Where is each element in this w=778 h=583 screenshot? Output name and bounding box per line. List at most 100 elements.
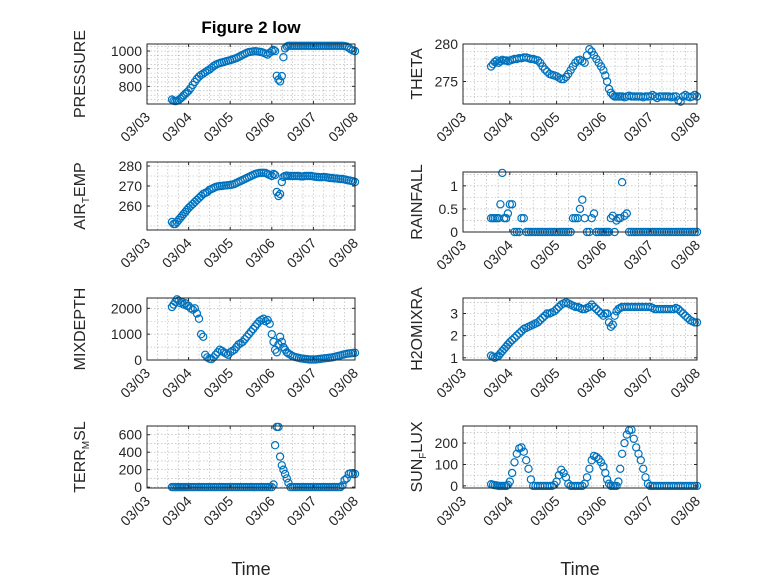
data-point [512, 331, 522, 340]
x-tick-label: 03/05 [527, 365, 563, 401]
data-point [270, 170, 280, 180]
data-point [215, 345, 224, 354]
y-tick-label: 600 [119, 427, 143, 443]
data-point [639, 464, 648, 473]
axes-frame [462, 297, 698, 361]
x-tick-label: 03/08 [667, 493, 703, 529]
y-tick-label: 1 [450, 350, 458, 366]
data-point [269, 337, 278, 347]
data-point [507, 200, 517, 209]
data-point [277, 337, 286, 347]
data-point [510, 458, 519, 467]
x-tick-label: 03/08 [667, 109, 703, 145]
data-point [571, 213, 580, 223]
y-tick-label: 275 [435, 74, 459, 90]
data-point [602, 77, 612, 86]
data-point [242, 332, 251, 341]
data-point [259, 314, 268, 323]
x-tick-label: 03/08 [667, 365, 703, 401]
data-point [507, 468, 517, 478]
data-point [559, 74, 568, 84]
data-point [587, 213, 596, 223]
x-tick-label: 03/07 [620, 237, 656, 273]
data-point [519, 213, 529, 223]
data-point [192, 195, 202, 205]
x-tick-label: 03/03 [433, 109, 469, 145]
y-tick-label: 100 [435, 456, 459, 472]
x-tick-label: 03/06 [242, 493, 278, 529]
data-point [676, 307, 685, 316]
data-point [274, 422, 283, 432]
y-tick-label: 3 [450, 306, 458, 322]
x-tick-label: 03/06 [242, 365, 278, 401]
data-point [269, 45, 278, 55]
data-point [592, 452, 601, 462]
x-tick-label: 03/03 [433, 237, 469, 273]
y-axis-label: AIRTEMP [72, 162, 92, 229]
data-point [280, 469, 290, 479]
data-point [209, 353, 218, 362]
axes-frame [462, 43, 698, 105]
data-point [342, 474, 351, 483]
data-point [275, 332, 285, 341]
data-point [533, 56, 543, 65]
y-tick-label: 1000 [111, 326, 142, 342]
data-point [540, 65, 550, 74]
axes-frame [146, 425, 356, 489]
y-axis-label: SUNFLUX [409, 421, 429, 492]
x-tick-label: 03/04 [159, 365, 195, 401]
data-point [522, 456, 531, 465]
data-series [486, 168, 702, 237]
x-tick-label: 03/04 [480, 237, 516, 273]
data-point [568, 213, 578, 223]
data-point [580, 213, 589, 223]
data-point [616, 213, 625, 223]
data-point [267, 330, 276, 339]
data-point [234, 340, 243, 349]
x-tick-label: 03/03 [117, 235, 153, 271]
data-point [552, 304, 561, 314]
x-tick-label: 03/07 [283, 109, 319, 145]
data-point [279, 465, 288, 474]
y-tick-label: 270 [119, 178, 143, 194]
data-point [550, 307, 559, 316]
x-tick-label: 03/07 [620, 365, 656, 401]
data-point [200, 67, 210, 77]
axes-frame [462, 425, 698, 489]
x-tick-label: 03/06 [242, 235, 278, 271]
data-point [184, 86, 193, 96]
data-point [196, 330, 206, 339]
x-tick-label: 03/04 [480, 109, 516, 145]
data-point [274, 191, 283, 201]
data-point [589, 209, 599, 218]
data-point [248, 324, 258, 334]
data-point [194, 314, 204, 323]
x-tick-label: 03/07 [283, 493, 319, 529]
y-tick-label: 200 [435, 435, 459, 451]
x-tick-label: 03/03 [433, 493, 469, 529]
y-tick-label: 0 [450, 478, 458, 494]
data-series [486, 298, 702, 362]
y-axis-label: RAINFALL [409, 164, 426, 240]
data-point [629, 434, 639, 443]
y-tick-label: 0 [134, 479, 142, 495]
x-tick-label: 03/08 [667, 237, 703, 273]
data-point [517, 213, 526, 223]
data-point [340, 475, 349, 485]
x-axis-label: Time [231, 559, 270, 579]
data-point [284, 478, 293, 487]
data-point [636, 456, 646, 465]
subplot-h2omixra: 1 2 3 03/03 03/04 03/05 03/06 03/07 03/08 H2OMIXR… [409, 287, 703, 401]
y-axis-label: PRESSURE [72, 30, 89, 118]
data-point [277, 71, 286, 81]
data-series [167, 168, 360, 229]
x-tick-label: 03/06 [573, 237, 609, 273]
data-point [257, 315, 266, 325]
subplot-theta: 275 280 03/03 03/04 03/05 03/06 03/07 03/08 THET… [409, 36, 703, 145]
data-point [490, 57, 499, 67]
x-axis-label: Time [560, 559, 599, 579]
x-tick-label: 03/05 [527, 109, 563, 145]
data-point [230, 345, 239, 354]
x-tick-label: 03/03 [117, 109, 153, 145]
